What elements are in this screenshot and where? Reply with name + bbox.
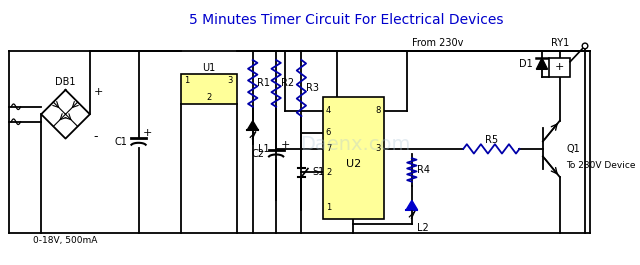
Text: DB1: DB1 (55, 77, 76, 87)
Text: R1: R1 (257, 78, 271, 88)
Text: +: + (143, 129, 152, 138)
Text: 8: 8 (376, 106, 381, 115)
Bar (323, 98, 384, 219)
Text: 1: 1 (184, 76, 190, 85)
Text: U1: U1 (202, 63, 215, 73)
Text: 5 Minutes Timer Circuit For Electrical Devices: 5 Minutes Timer Circuit For Electrical D… (189, 13, 504, 27)
Text: 2: 2 (326, 168, 331, 177)
Text: R3: R3 (306, 83, 319, 93)
Text: 7: 7 (326, 144, 332, 153)
Text: 6: 6 (326, 129, 332, 138)
Text: To 230V Device: To 230V Device (566, 161, 636, 170)
Text: -: - (93, 130, 98, 143)
Text: R5: R5 (485, 135, 498, 144)
Polygon shape (247, 121, 259, 130)
Text: +: + (93, 87, 103, 97)
Text: 1: 1 (326, 203, 331, 212)
Text: S1: S1 (312, 167, 325, 177)
Text: U2: U2 (346, 159, 361, 169)
Polygon shape (536, 58, 548, 69)
Text: 4: 4 (326, 106, 331, 115)
Text: RY1: RY1 (550, 38, 569, 48)
Polygon shape (406, 200, 417, 210)
Text: D1: D1 (519, 59, 532, 69)
Text: 3: 3 (228, 76, 233, 85)
Text: R2: R2 (281, 78, 294, 88)
Text: 0-18V, 500mA: 0-18V, 500mA (33, 236, 98, 245)
Text: L2: L2 (417, 223, 429, 233)
Text: From 230v: From 230v (412, 38, 463, 48)
Text: C2: C2 (252, 149, 265, 158)
Text: 2: 2 (206, 93, 211, 102)
Text: +: + (555, 63, 564, 72)
Text: 3: 3 (376, 144, 381, 153)
Text: L1: L1 (258, 144, 270, 154)
Bar (550, 58, 570, 77)
Text: +: + (281, 140, 290, 150)
Text: Q1: Q1 (566, 144, 580, 154)
Text: R4: R4 (417, 165, 429, 175)
Text: Daenx.com: Daenx.com (301, 135, 411, 154)
Circle shape (582, 43, 588, 49)
Text: C1: C1 (115, 137, 127, 147)
Bar (180, 74, 237, 104)
